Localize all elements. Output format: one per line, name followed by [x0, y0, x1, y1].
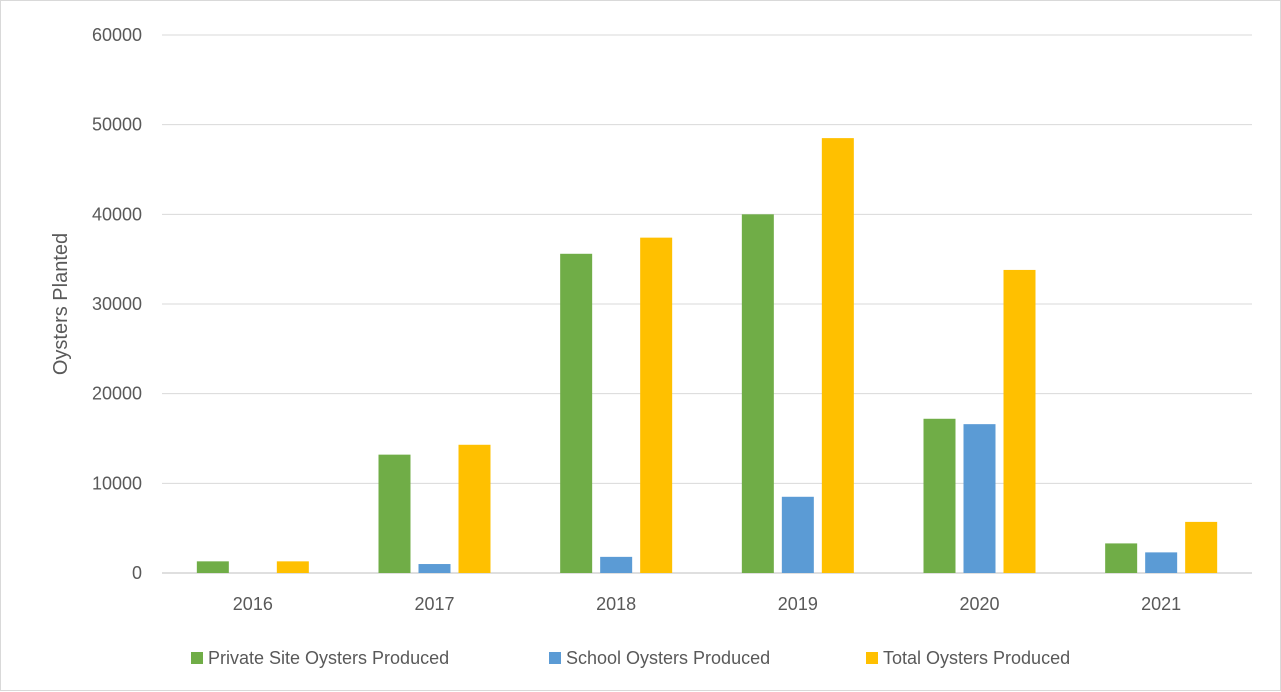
bar-private-site-oysters-produced-2018	[560, 253, 593, 573]
bar-school-oysters-produced-2017	[418, 564, 451, 573]
bar-private-site-oysters-produced-2020	[923, 418, 956, 573]
y-tick-label: 60000	[92, 25, 142, 45]
legend: Private Site Oysters Produced School Oyst…	[191, 648, 1070, 668]
y-tick-label: 20000	[92, 384, 142, 404]
bar-school-oysters-produced-2020	[963, 424, 996, 573]
x-axis-ticks: 2016 2017 2018 2019 2020 2021	[233, 594, 1181, 614]
bar-total-oysters-produced-2020	[1003, 269, 1036, 573]
bar-school-oysters-produced-2021	[1145, 552, 1178, 573]
y-axis-title: Oysters Planted	[50, 233, 72, 375]
bar-total-oysters-produced-2021	[1185, 521, 1218, 573]
bar-total-oysters-produced-2017	[458, 444, 491, 573]
bars	[196, 138, 1218, 574]
y-tick-label: 30000	[92, 294, 142, 314]
x-tick-label: 2017	[414, 594, 454, 614]
x-tick-label: 2021	[1141, 594, 1181, 614]
y-tick-label: 0	[132, 563, 142, 583]
legend-label: School Oysters Produced	[566, 648, 770, 668]
gridlines	[162, 34, 1252, 574]
y-axis-ticks: 0 10000 20000 30000 40000 50000 60000	[92, 25, 142, 583]
legend-swatch	[191, 652, 203, 664]
bar-private-site-oysters-produced-2016	[196, 561, 229, 573]
bar-total-oysters-produced-2016	[276, 561, 309, 573]
bar-school-oysters-produced-2019	[781, 496, 814, 573]
y-tick-label: 40000	[92, 204, 142, 224]
y-tick-label: 10000	[92, 473, 142, 493]
x-tick-label: 2018	[596, 594, 636, 614]
legend-swatch	[866, 652, 878, 664]
bar-total-oysters-produced-2018	[640, 237, 673, 573]
bar-total-oysters-produced-2019	[821, 138, 854, 573]
bar-private-site-oysters-produced-2019	[741, 214, 774, 574]
x-tick-label: 2016	[233, 594, 273, 614]
x-tick-label: 2020	[959, 594, 999, 614]
bar-private-site-oysters-produced-2021	[1105, 543, 1138, 573]
legend-label: Private Site Oysters Produced	[208, 648, 449, 668]
legend-swatch	[549, 652, 561, 664]
legend-label: Total Oysters Produced	[883, 648, 1070, 668]
bar-school-oysters-produced-2018	[600, 556, 633, 573]
bar-private-site-oysters-produced-2017	[378, 454, 411, 573]
x-tick-label: 2019	[778, 594, 818, 614]
y-tick-label: 50000	[92, 115, 142, 135]
